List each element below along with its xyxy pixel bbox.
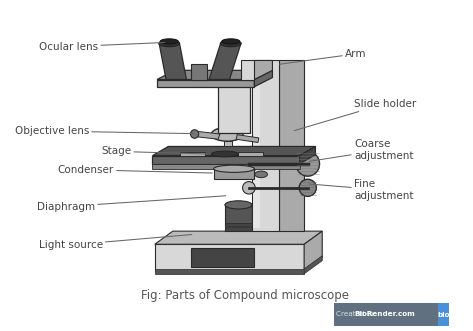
Ellipse shape (299, 179, 316, 196)
Ellipse shape (220, 40, 241, 47)
Text: Ocular lens: Ocular lens (39, 42, 165, 52)
Bar (225, 227, 252, 228)
Bar (155, 269, 304, 274)
Polygon shape (157, 70, 272, 79)
Polygon shape (152, 156, 299, 164)
Text: Condenser: Condenser (58, 165, 212, 175)
Ellipse shape (225, 201, 252, 209)
Polygon shape (209, 44, 241, 79)
Ellipse shape (296, 152, 320, 176)
Bar (254, 64, 260, 228)
Polygon shape (218, 80, 250, 133)
Polygon shape (304, 231, 322, 270)
Bar (225, 228, 252, 229)
Text: Fig: Parts of Compound microscope: Fig: Parts of Compound microscope (141, 289, 349, 302)
Bar (225, 224, 252, 225)
Polygon shape (155, 244, 304, 270)
Polygon shape (241, 61, 254, 79)
Polygon shape (152, 164, 299, 169)
Polygon shape (191, 64, 207, 79)
FancyBboxPatch shape (438, 303, 449, 326)
Polygon shape (299, 146, 315, 164)
Ellipse shape (240, 155, 257, 173)
Ellipse shape (243, 182, 255, 194)
Ellipse shape (211, 151, 238, 157)
Text: Stage: Stage (101, 146, 208, 156)
Ellipse shape (191, 130, 199, 138)
Polygon shape (252, 61, 279, 231)
Bar (180, 152, 204, 156)
Text: bio: bio (437, 311, 449, 317)
Polygon shape (254, 61, 272, 79)
Polygon shape (155, 231, 322, 244)
Text: Diaphragm: Diaphragm (37, 196, 226, 212)
Bar (191, 248, 254, 267)
Polygon shape (214, 77, 254, 83)
Polygon shape (225, 223, 252, 231)
Text: Objective lens: Objective lens (15, 126, 194, 136)
Polygon shape (157, 79, 254, 87)
Text: BioRender.com: BioRender.com (354, 311, 415, 317)
Polygon shape (236, 135, 259, 143)
Polygon shape (152, 146, 315, 156)
Polygon shape (159, 44, 186, 79)
Ellipse shape (214, 165, 254, 172)
Ellipse shape (160, 39, 178, 44)
Ellipse shape (222, 39, 240, 44)
Polygon shape (225, 205, 252, 231)
Text: Arm: Arm (280, 49, 367, 64)
Ellipse shape (255, 171, 267, 178)
Ellipse shape (159, 40, 180, 47)
Polygon shape (224, 141, 232, 146)
Text: Fine
adjustment: Fine adjustment (309, 179, 413, 201)
FancyBboxPatch shape (333, 303, 449, 326)
Bar (238, 152, 263, 156)
Polygon shape (254, 70, 272, 87)
Text: Created in: Created in (336, 311, 376, 317)
Text: Light source: Light source (39, 235, 192, 250)
Text: Slide holder: Slide holder (294, 99, 416, 131)
Text: Coarse
adjustment: Coarse adjustment (309, 139, 413, 161)
Ellipse shape (211, 127, 243, 141)
Polygon shape (214, 169, 254, 179)
Polygon shape (304, 256, 322, 274)
Polygon shape (195, 131, 220, 139)
Polygon shape (279, 61, 304, 231)
